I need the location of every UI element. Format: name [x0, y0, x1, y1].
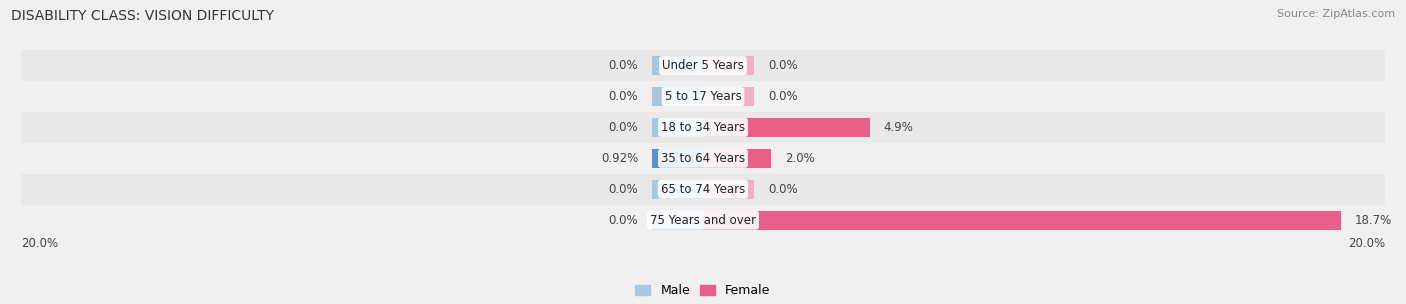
Bar [652, 56, 703, 75]
Text: 20.0%: 20.0% [21, 237, 58, 250]
Text: 65 to 74 Years: 65 to 74 Years [661, 183, 745, 196]
Bar [703, 118, 870, 137]
Text: 35 to 64 Years: 35 to 64 Years [661, 152, 745, 165]
Text: 4.9%: 4.9% [884, 121, 914, 134]
Text: 0.92%: 0.92% [600, 152, 638, 165]
Text: 0.0%: 0.0% [609, 183, 638, 196]
Text: 5 to 17 Years: 5 to 17 Years [665, 90, 741, 103]
Bar [652, 180, 703, 199]
Bar [652, 118, 703, 137]
Text: Source: ZipAtlas.com: Source: ZipAtlas.com [1277, 9, 1395, 19]
Text: 2.0%: 2.0% [785, 152, 814, 165]
Bar [21, 112, 1385, 143]
Text: 0.0%: 0.0% [768, 90, 797, 103]
Text: 0.0%: 0.0% [609, 59, 638, 72]
Text: DISABILITY CLASS: VISION DIFFICULTY: DISABILITY CLASS: VISION DIFFICULTY [11, 9, 274, 23]
Text: Under 5 Years: Under 5 Years [662, 59, 744, 72]
Bar [21, 81, 1385, 112]
Bar [21, 143, 1385, 174]
Bar [652, 211, 703, 230]
Bar [703, 87, 754, 106]
Bar [703, 149, 772, 168]
Text: 0.0%: 0.0% [609, 90, 638, 103]
Legend: Male, Female: Male, Female [630, 279, 776, 302]
Text: 18 to 34 Years: 18 to 34 Years [661, 121, 745, 134]
Bar [652, 149, 703, 168]
Bar [703, 56, 754, 75]
Text: 0.0%: 0.0% [609, 121, 638, 134]
Text: 20.0%: 20.0% [1348, 237, 1385, 250]
Bar [21, 174, 1385, 205]
Text: 0.0%: 0.0% [609, 214, 638, 226]
Bar [652, 87, 703, 106]
Bar [703, 211, 1340, 230]
Bar [21, 50, 1385, 81]
Text: 0.0%: 0.0% [768, 59, 797, 72]
Bar [21, 205, 1385, 236]
Text: 75 Years and over: 75 Years and over [650, 214, 756, 226]
Text: 0.0%: 0.0% [768, 183, 797, 196]
Text: 18.7%: 18.7% [1354, 214, 1392, 226]
Bar [703, 180, 754, 199]
